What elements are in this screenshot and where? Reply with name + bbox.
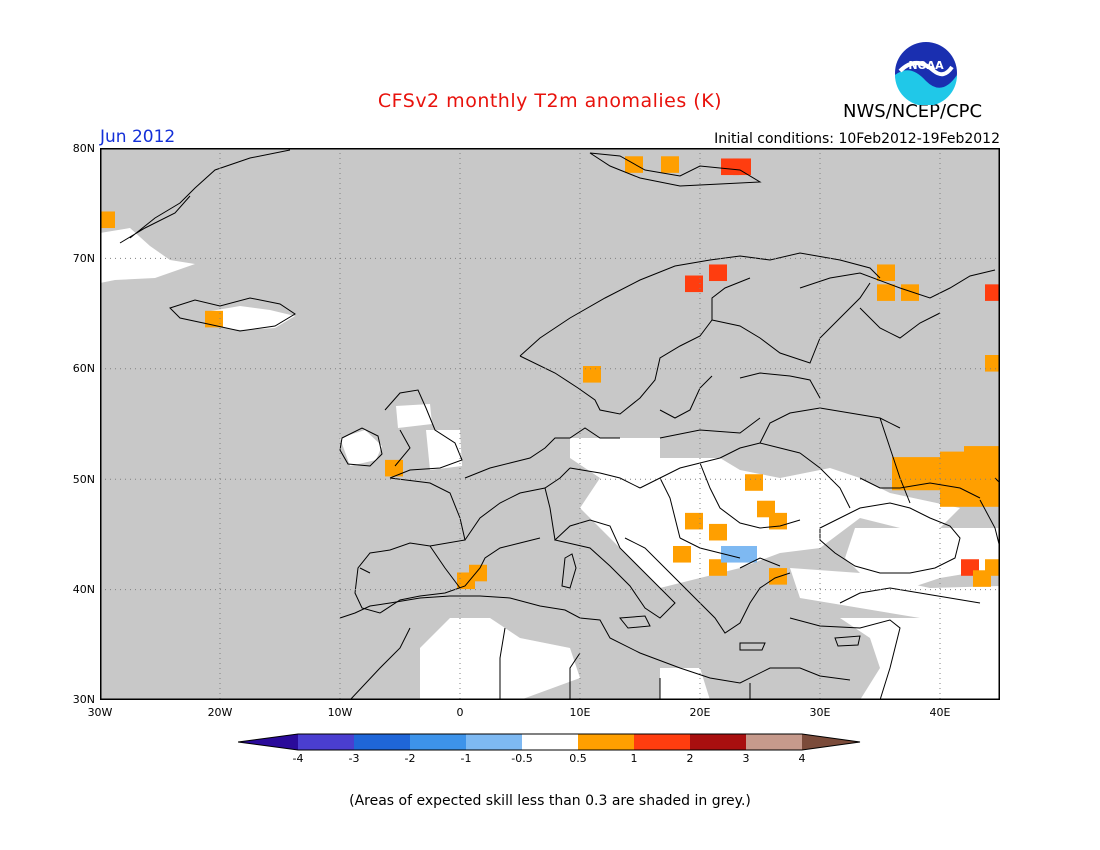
color-bar-label: 1 xyxy=(630,752,638,765)
color-bar-segment xyxy=(746,734,802,750)
noaa-logo-text: NOAA xyxy=(908,59,944,72)
color-bar-segment xyxy=(410,734,466,750)
color-bar-low-arrow xyxy=(238,734,298,750)
anomaly-cell xyxy=(901,284,919,301)
anomaly-block xyxy=(964,446,1000,458)
anomaly-cells xyxy=(100,156,1000,590)
anomaly-cell xyxy=(583,366,601,383)
anomaly-cell xyxy=(685,275,703,293)
anomaly-cell xyxy=(100,211,115,229)
color-bar-label: 0.5 xyxy=(569,752,587,765)
anomaly-cell xyxy=(769,568,787,585)
color-bar-segment xyxy=(690,734,746,750)
anomaly-map xyxy=(100,148,1000,700)
lat-label: 70N xyxy=(72,252,95,265)
map-frame xyxy=(100,148,1000,700)
lat-label: 50N xyxy=(72,473,95,486)
lat-label: 30N xyxy=(72,693,95,706)
color-bar-label: -2 xyxy=(404,752,416,765)
anomaly-cell xyxy=(625,156,643,173)
anomaly-cell xyxy=(739,545,757,563)
color-bar-segment xyxy=(298,734,354,750)
color-bar-label: -4 xyxy=(292,752,304,765)
lon-label: 0 xyxy=(456,706,464,719)
lat-label: 80N xyxy=(72,142,95,155)
noaa-logo: NOAA xyxy=(895,42,957,105)
anomaly-cell xyxy=(457,572,475,590)
initial-conditions-label: Initial conditions: 10Feb2012-19Feb2012 xyxy=(714,131,1000,147)
color-bar xyxy=(238,733,861,751)
color-bar-high-arrow xyxy=(802,734,860,750)
anomaly-cell xyxy=(745,474,763,491)
anomaly-cell xyxy=(733,158,751,176)
lon-label: 10W xyxy=(327,706,353,719)
color-bar-label: -0.5 xyxy=(511,752,533,765)
anomaly-cell xyxy=(685,512,703,530)
color-bar-segment xyxy=(354,734,410,750)
anomaly-cell xyxy=(877,284,895,301)
anomaly-cell xyxy=(721,545,739,563)
anomaly-cell xyxy=(709,559,727,576)
lat-label: 60N xyxy=(72,362,95,375)
color-bar-segment xyxy=(578,734,634,750)
graticule xyxy=(100,148,1000,700)
color-bar-label: 2 xyxy=(686,752,694,765)
color-bar-label: 4 xyxy=(798,752,806,765)
color-bar-segment xyxy=(522,734,578,750)
anomaly-cell xyxy=(709,523,727,541)
anomaly-cell xyxy=(985,355,1000,372)
month-label: Jun 2012 xyxy=(100,127,176,147)
lon-label: 30W xyxy=(87,706,113,719)
lon-label: 20E xyxy=(689,706,711,719)
color-bar-label: 3 xyxy=(742,752,750,765)
map-background xyxy=(100,148,1000,700)
color-bar-label: -1 xyxy=(460,752,472,765)
anomaly-cell xyxy=(205,310,223,328)
anomaly-cell xyxy=(877,264,895,282)
color-bar-segment xyxy=(466,734,522,750)
anomaly-cell xyxy=(661,156,679,173)
color-bar-label: -3 xyxy=(348,752,360,765)
chart-title: CFSv2 monthly T2m anomalies (K) xyxy=(377,90,723,112)
lon-label: 10E xyxy=(569,706,591,719)
lon-label: 40E xyxy=(929,706,951,719)
anomaly-cell xyxy=(673,545,691,563)
organization-label: NWS/NCEP/CPC xyxy=(843,101,983,122)
color-bar-segment xyxy=(634,734,690,750)
lon-label: 30E xyxy=(809,706,831,719)
lon-label: 20W xyxy=(207,706,233,719)
anomaly-cell xyxy=(973,570,991,587)
anomaly-cell xyxy=(385,459,403,477)
anomaly-cell xyxy=(709,264,727,282)
skill-footnote: (Areas of expected skill less than 0.3 a… xyxy=(349,793,751,809)
anomaly-cell xyxy=(985,284,1000,301)
lat-label: 40N xyxy=(72,583,95,596)
